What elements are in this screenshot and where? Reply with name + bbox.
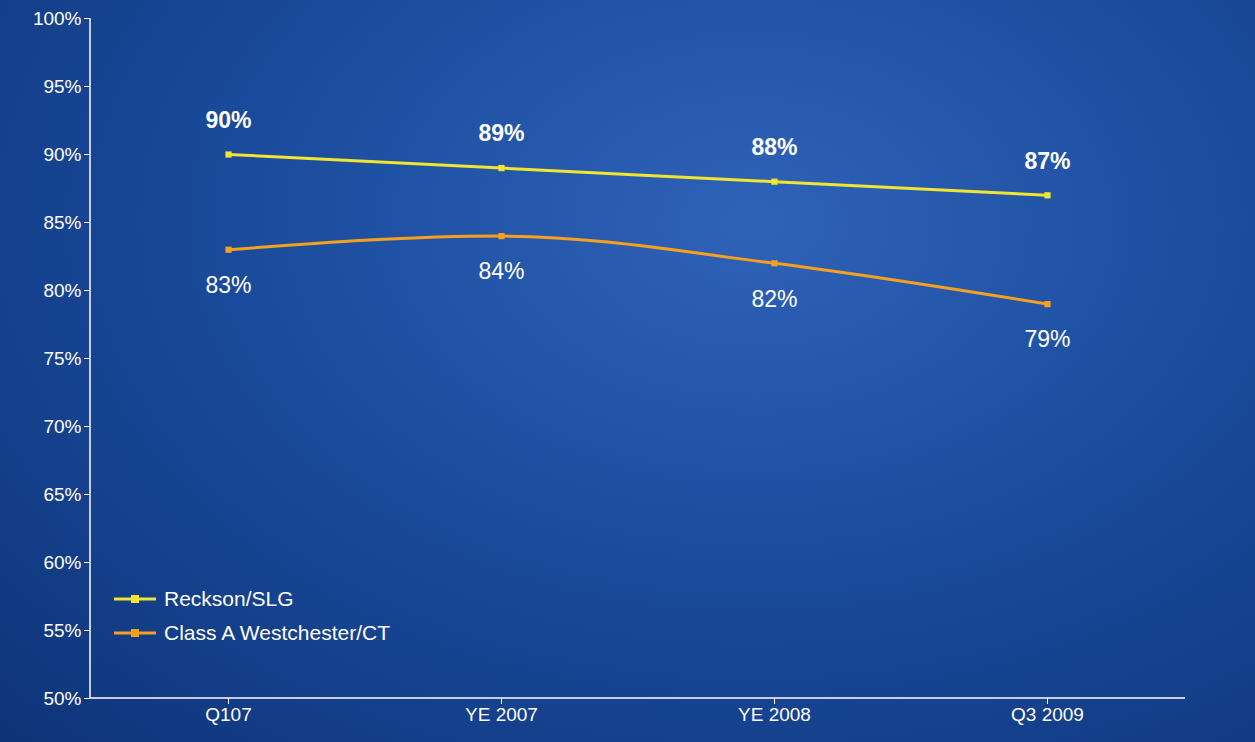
svg-text:YE 2008: YE 2008 [738,704,811,725]
svg-text:75%: 75% [43,348,81,369]
svg-text:82%: 82% [751,286,797,312]
svg-text:84%: 84% [478,258,524,284]
svg-text:80%: 80% [43,280,81,301]
svg-text:79%: 79% [1024,326,1070,352]
svg-text:55%: 55% [43,620,81,641]
html-text:Reckson/SLG: Reckson/SLG [164,587,294,610]
svg-text:YE 2007: YE 2007 [465,704,538,725]
svg-text:100%: 100% [33,8,82,29]
svg-text:90%: 90% [43,144,81,165]
svg-text:89%: 89% [478,120,524,146]
svg-text:87%: 87% [1024,148,1070,174]
html-text:Class A Westchester/CT: Class A Westchester/CT [164,621,390,644]
svg-text:65%: 65% [43,484,81,505]
svg-text:85%: 85% [43,212,81,233]
svg-text:50%: 50% [43,688,81,709]
svg-text:83%: 83% [205,272,251,298]
svg-text:95%: 95% [43,76,81,97]
svg-text:Q3 2009: Q3 2009 [1011,704,1084,725]
svg-text:70%: 70% [43,416,81,437]
svg-text:88%: 88% [751,134,797,160]
svg-text:60%: 60% [43,552,81,573]
svg-text:90%: 90% [205,107,251,133]
svg-text:Q107: Q107 [205,704,251,725]
